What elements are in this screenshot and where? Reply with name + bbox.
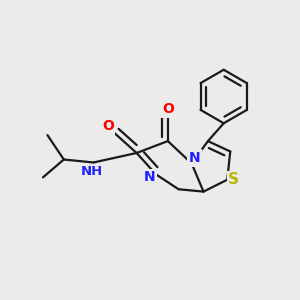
Text: O: O — [162, 102, 174, 116]
Text: N: N — [189, 151, 200, 165]
Text: O: O — [102, 119, 114, 133]
Text: NH: NH — [81, 166, 103, 178]
Text: N: N — [144, 170, 155, 184]
Text: S: S — [228, 172, 239, 187]
